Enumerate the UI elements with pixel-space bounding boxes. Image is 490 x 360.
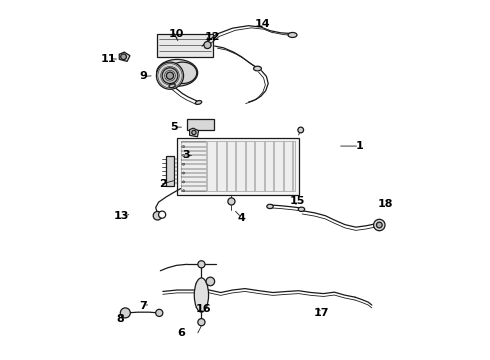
- Text: 1: 1: [355, 141, 363, 151]
- Text: 6: 6: [177, 328, 185, 338]
- Circle shape: [182, 190, 185, 192]
- Text: 10: 10: [169, 29, 184, 39]
- Bar: [166, 156, 173, 186]
- Circle shape: [182, 154, 185, 157]
- Text: 3: 3: [182, 150, 190, 160]
- Ellipse shape: [157, 59, 197, 86]
- Circle shape: [182, 172, 185, 174]
- Text: 18: 18: [377, 199, 393, 209]
- Circle shape: [298, 127, 304, 133]
- Polygon shape: [157, 33, 213, 57]
- Circle shape: [228, 198, 235, 205]
- Circle shape: [162, 68, 178, 84]
- Polygon shape: [190, 128, 198, 137]
- Text: 8: 8: [116, 314, 124, 324]
- Text: 17: 17: [314, 308, 330, 318]
- Circle shape: [121, 54, 126, 60]
- Polygon shape: [119, 52, 130, 62]
- Text: 16: 16: [196, 304, 212, 314]
- Ellipse shape: [298, 207, 305, 211]
- Ellipse shape: [288, 32, 297, 37]
- Text: 9: 9: [139, 71, 147, 81]
- Text: 2: 2: [159, 179, 167, 189]
- Text: 14: 14: [254, 18, 270, 28]
- Circle shape: [182, 163, 185, 165]
- Bar: [177, 138, 298, 195]
- Circle shape: [156, 62, 184, 89]
- Ellipse shape: [169, 84, 175, 87]
- Circle shape: [182, 181, 185, 183]
- Bar: [187, 119, 214, 130]
- Circle shape: [198, 319, 205, 326]
- Ellipse shape: [253, 66, 262, 71]
- Circle shape: [156, 309, 163, 316]
- Circle shape: [373, 219, 385, 231]
- Circle shape: [192, 130, 196, 135]
- Circle shape: [204, 41, 211, 49]
- Circle shape: [182, 145, 185, 148]
- Bar: [181, 141, 295, 192]
- Text: 15: 15: [290, 197, 306, 206]
- Text: 7: 7: [139, 301, 147, 311]
- Circle shape: [121, 308, 130, 318]
- Circle shape: [198, 261, 205, 268]
- Ellipse shape: [168, 62, 197, 84]
- Ellipse shape: [196, 100, 202, 104]
- Circle shape: [159, 211, 166, 218]
- Text: 13: 13: [114, 211, 129, 221]
- Text: 5: 5: [170, 122, 177, 132]
- Circle shape: [206, 277, 215, 286]
- Text: 12: 12: [205, 32, 221, 42]
- Text: 11: 11: [101, 54, 116, 64]
- Ellipse shape: [194, 278, 209, 312]
- Circle shape: [153, 211, 162, 220]
- Circle shape: [167, 72, 173, 79]
- Ellipse shape: [267, 204, 273, 208]
- Text: 4: 4: [238, 212, 245, 222]
- Circle shape: [376, 222, 382, 228]
